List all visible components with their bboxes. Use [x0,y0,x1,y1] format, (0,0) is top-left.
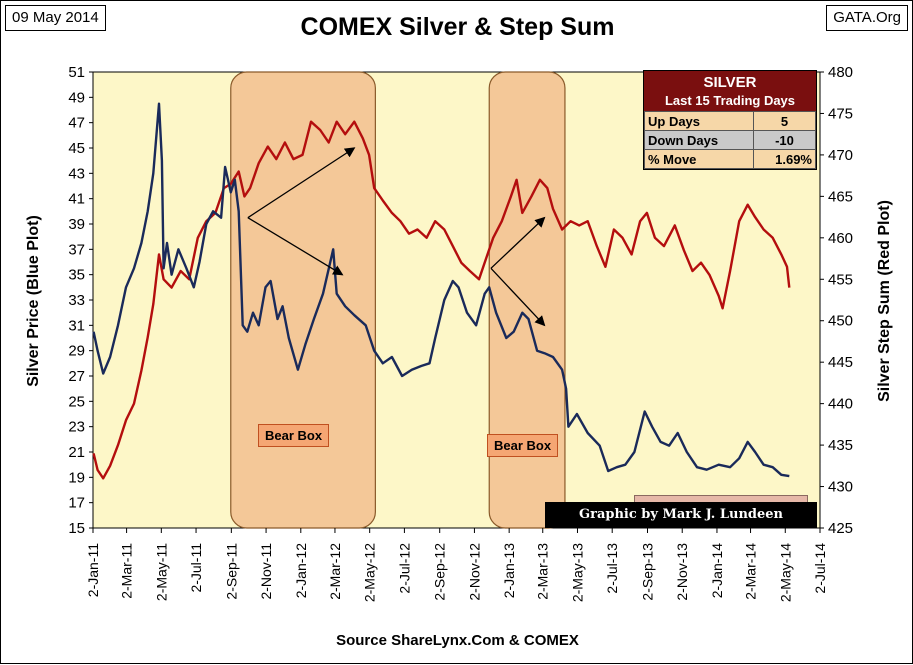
x-tick-label: 2-Nov-13 [674,543,690,601]
y-tick-label: 51 [68,64,85,81]
y2-tick-label: 460 [828,230,853,247]
stats-label: % Move [644,149,754,169]
y2-tick-label: 450 [828,313,853,330]
stats-title: SILVER [644,71,816,91]
y-tick-label: 45 [68,140,85,157]
y-tick-label: 27 [68,368,85,385]
y-tick-label: 43 [68,165,85,182]
bear-box-region-2 [488,71,566,529]
x-tick-label: 2-May-14 [777,543,793,602]
stats-row: % Move 1.69% [644,149,817,169]
y-tick-label: 31 [68,317,85,334]
trend-arrow-3 [490,216,546,269]
x-tick-label: 2-Mar-11 [119,543,135,599]
y2-tick-label: 445 [828,354,853,371]
y2-tick-label: 475 [828,105,853,122]
trend-arrow-4 [490,267,546,327]
date-label: 09 May 2014 [5,5,106,31]
x-tick-label: 2-May-13 [569,543,585,602]
x-tick-label: 2-Mar-12 [327,543,343,600]
x-tick-label: 2-Jan-12 [293,543,309,598]
stats-table: Up Days 5 Down Days -10 % Move 1.69% [644,111,817,169]
x-tick-label: 2-Jul-11 [188,543,204,593]
bear-box-label-1: Bear Box [258,424,330,447]
stats-box: SILVER Last 15 Trading Days Up Days 5 Do… [643,70,817,170]
y-tick-label: 19 [68,469,85,486]
stats-value: 1.69% [752,149,817,169]
x-tick-label: 2-May-11 [153,543,169,601]
y-tick-label: 39 [68,216,85,233]
stats-label: Up Days [644,111,754,131]
stats-row: Up Days 5 [644,111,817,131]
y-tick-label: 25 [68,393,85,410]
y2-tick-label: 455 [828,271,853,288]
y-axis-left-label: Silver Price (Blue Plot) [25,215,42,387]
site-label: GATA.Org [826,5,908,31]
trend-arrow-1 [247,147,356,219]
y-tick-label: 29 [68,343,85,360]
y2-tick-label: 470 [828,147,853,164]
step-sum-line [92,120,791,480]
stats-value: 5 [752,111,817,131]
x-tick-label: 2-Jul-12 [396,543,412,594]
y2-tick-label: 465 [828,188,853,205]
stats-row: Down Days -10 [644,130,817,150]
x-tick-label: 2-Sep-11 [223,543,239,600]
y-axis-right-label: Silver Step Sum (Red Plot) [876,200,893,402]
x-tick-label: 2-Jan-14 [709,543,725,598]
y-tick-label: 15 [68,520,85,537]
x-tick-label: 2-Jul-14 [812,543,828,594]
y-tick-label: 37 [68,241,85,258]
x-tick-label: 2-Sep-12 [432,543,448,601]
y2-tick-label: 440 [828,396,853,413]
trend-arrow-2 [247,217,344,276]
y-tick-label: 21 [68,444,85,461]
y-tick-label: 47 [68,115,85,132]
x-tick-label: 2-Sep-13 [640,543,656,601]
y2-tick-label: 425 [828,520,853,537]
bear-box-label-2: Bear Box [487,434,559,457]
x-tick-label: 2-Jul-13 [604,543,620,594]
x-tick-label: 2-Nov-11 [258,543,274,600]
y-tick-label: 35 [68,267,85,284]
y-tick-label: 33 [68,292,85,309]
y-tick-label: 17 [68,495,85,512]
stats-label: Down Days [644,130,754,150]
silver-price-line [92,102,790,478]
stats-value: -10 [752,130,817,150]
y-tick-label: 41 [68,191,85,208]
x-tick-label: 2-Jan-11 [85,543,101,597]
source-label: Source ShareLynx.Com & COMEX [336,632,579,649]
y-tick-label: 49 [68,89,85,106]
stats-subtitle: Last 15 Trading Days [644,91,816,111]
x-tick-label: 2-Mar-13 [535,543,551,600]
y2-tick-label: 480 [828,64,853,81]
y-tick-label: 23 [68,419,85,436]
y2-tick-label: 430 [828,479,853,496]
bear-box-region-1 [230,71,376,529]
x-tick-label: 2-Nov-12 [466,543,482,601]
credit-label: Graphic by Mark J. Lundeen [545,502,817,528]
chart-title: COMEX Silver & Step Sum [300,13,615,41]
x-tick-label: 2-Mar-14 [743,543,759,600]
y2-tick-label: 435 [828,437,853,454]
x-tick-label: 2-May-12 [362,543,378,602]
x-tick-label: 2-Jan-13 [501,543,517,598]
